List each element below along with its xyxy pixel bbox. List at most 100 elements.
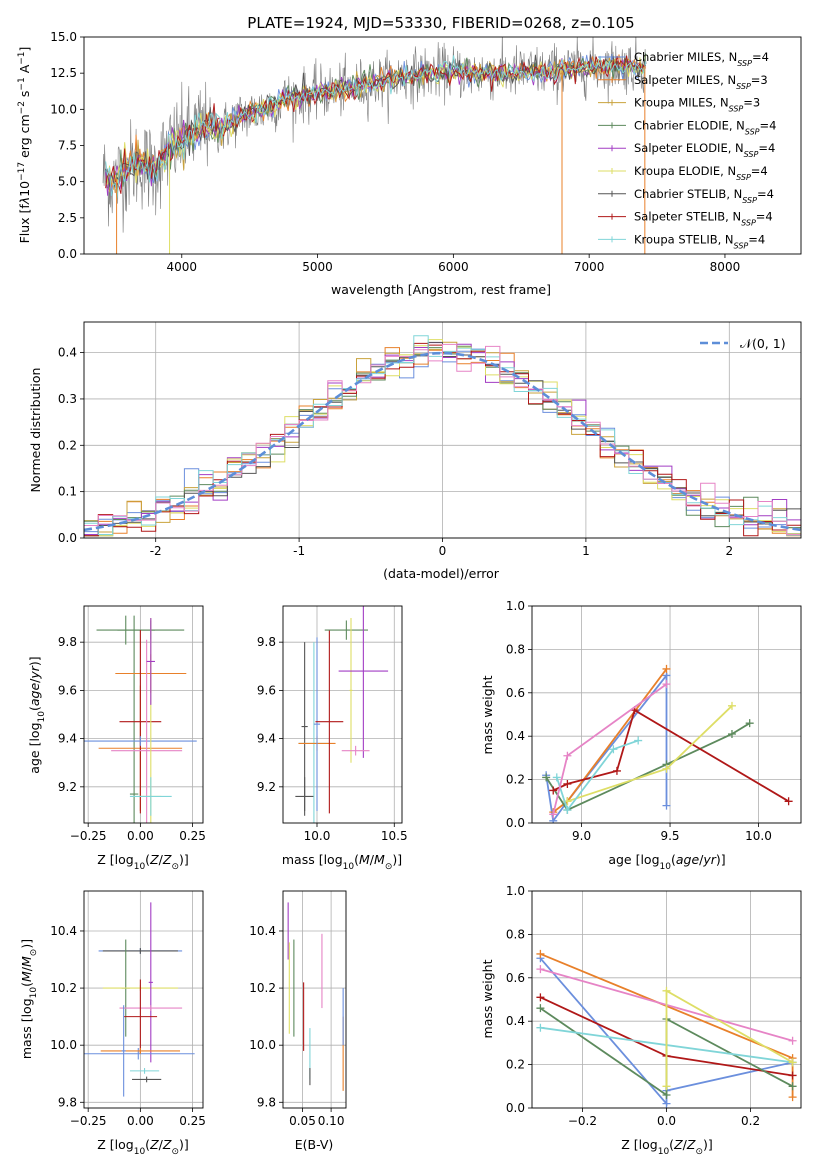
- weights-age-panel: age [log10(age/yr)] mass weight 9.0 9.5 10…: [480, 599, 802, 872]
- spectrum-frame: [83, 36, 802, 255]
- weights_age-series-marker: [563, 751, 572, 760]
- residuals-xtick-label: 0: [439, 544, 447, 558]
- legend-label: Chabrier ELODIE, NSSP=4: [634, 118, 776, 136]
- weights_z-series-marker: [788, 1093, 797, 1102]
- residuals-ytick-label: 0.1: [58, 485, 77, 499]
- weights_age-series-line: [555, 739, 639, 812]
- mass_age-xtick-label: 10.0: [304, 829, 331, 843]
- spectrum-xtick-label: 8000: [710, 260, 741, 274]
- z_mass-errorbar-point: [119, 1005, 183, 1011]
- z-mass-xlabel: Z [log10(Z/Z⊙)]: [97, 1137, 189, 1157]
- weights_age-series-marker: [662, 801, 671, 810]
- weights_z-series-marker: [788, 1058, 797, 1067]
- z-age-panel: Z [log10(Z/Z⊙)] age [log10(age/yr)] −0.2…: [27, 605, 206, 872]
- residuals-xlabel: (data-model)/error: [383, 566, 500, 581]
- legend-label: Chabrier STELIB, NSSP=4: [634, 187, 774, 205]
- spectrum-ytick-label: 12.5: [50, 66, 77, 80]
- weights_z-xtick-label: 0.2: [741, 1114, 760, 1128]
- weights_age-series-marker: [662, 764, 671, 773]
- z_age-frame: [83, 605, 204, 824]
- z_mass-xtick-label: −0.25: [70, 1114, 107, 1128]
- spectrum-xtick-label: 6000: [438, 260, 469, 274]
- mass_age-ytick-label: 9.6: [257, 683, 276, 697]
- spectrum-model-line: [105, 55, 646, 194]
- ebv_mass-frame: [282, 890, 347, 1109]
- weights_z-ytick-label: 0.8: [506, 927, 525, 941]
- z_mass-errorbar-point: [129, 1068, 160, 1074]
- z_mass-errorbar-point: [84, 1048, 195, 1060]
- z_age-xtick-label: 0.00: [127, 829, 154, 843]
- ebv_mass-xtick-label: 0.10: [318, 1114, 345, 1128]
- weights_z-series-marker: [662, 1090, 671, 1099]
- spectrum-ytick-label: 2.5: [58, 211, 77, 225]
- ebv_mass-ytick-label: 10.4: [249, 924, 276, 938]
- z_age-errorbar-point: [146, 618, 155, 705]
- weights_age-ytick-label: 0.4: [506, 729, 525, 743]
- weights_z-series-marker: [536, 949, 545, 958]
- mass_age-errorbar-point: [295, 777, 314, 816]
- weights_age-frame: [531, 605, 802, 824]
- mass_age-ytick-label: 9.4: [257, 732, 276, 746]
- ebv_mass-points: [287, 902, 344, 1091]
- z_mass-errorbar-point: [121, 1005, 126, 1097]
- residuals-frame: [83, 321, 802, 539]
- weights_age-lines: [542, 664, 793, 823]
- z_age-errorbar-point: [119, 630, 162, 814]
- spectrum-xtick-label: 4000: [166, 260, 197, 274]
- z_age-errorbar-point: [111, 639, 183, 823]
- spectrum-xtick-label: 7000: [574, 260, 605, 274]
- spectrum-ytick-label: 10.0: [50, 102, 77, 116]
- z_age-xtick-label: 0.25: [179, 829, 206, 843]
- mass_age-errorbar-point: [324, 620, 368, 640]
- mass_age-errorbar-point: [338, 606, 389, 758]
- weights-age-xlabel: age [log10(age/yr)]: [608, 852, 725, 872]
- weights_z-ytick-label: 0.2: [506, 1058, 525, 1072]
- residuals-xtick-label: 2: [725, 544, 733, 558]
- z_mass-errorbar-point: [148, 902, 153, 1063]
- z_mass-ytick-label: 9.8: [58, 1095, 77, 1109]
- spectrum-xlabel: wavelength [Angstrom, rest frame]: [331, 282, 551, 297]
- weights_z-xtick-label: −0.2: [568, 1114, 597, 1128]
- z_mass-ytick-label: 10.4: [50, 924, 77, 938]
- weights_age-series-marker: [563, 805, 572, 814]
- ebv-mass-panel: E(B-V) 0.05 0.10 9.8 10.0 10.2 10.4: [249, 890, 347, 1152]
- ebv-mass-xlabel: E(B-V): [295, 1137, 334, 1152]
- weights_age-ytick-label: 0.8: [506, 642, 525, 656]
- mass_age-errorbar-point: [315, 630, 344, 814]
- mass_age-ytick-label: 9.8: [257, 635, 276, 649]
- weights-z-xlabel: Z [log10(Z/Z⊙)]: [621, 1137, 713, 1157]
- weights_z-series-marker: [536, 1004, 545, 1013]
- spectrum-legend: Chabrier MILES, NSSP=4 Salpeter MILES, NS…: [598, 50, 776, 250]
- mass_age-errorbar-point: [313, 637, 321, 811]
- weights_age-series-marker: [662, 664, 671, 673]
- legend-label: Kroupa MILES, NSSP=3: [634, 96, 760, 114]
- legend-label: Salpeter MILES, NSSP=3: [634, 73, 768, 91]
- residuals-hists: [84, 335, 801, 537]
- weights_z-series-marker: [788, 1082, 797, 1091]
- weights_age-series-marker: [549, 786, 558, 795]
- residuals-xtick-label: 1: [582, 544, 590, 558]
- z_age-ytick-label: 9.6: [58, 683, 77, 697]
- mass_age-errorbar-point: [349, 618, 353, 763]
- weights-age-ylabel: mass weight: [480, 675, 495, 754]
- weights_age-series-marker: [563, 779, 572, 788]
- z_age-errorbar-point: [84, 736, 197, 746]
- weights_age-series-marker: [609, 745, 618, 754]
- weights-z-panel: Z [log10(Z/Z⊙)] mass weight −0.2 0.0 0.2 0.…: [480, 884, 802, 1157]
- weights_z-ytick-label: 1.0: [506, 884, 525, 898]
- legend-label: Kroupa ELODIE, NSSP=4: [634, 164, 768, 182]
- mass-age-panel: mass [log10(M/M⊙)] 10.0 10.5 9.2 9.4 9.6 9.8: [257, 605, 408, 872]
- weights_age-series-marker: [662, 680, 671, 689]
- ebv_mass-xtick-label: 0.05: [289, 1114, 316, 1128]
- weights_z-ytick-label: 0.6: [506, 971, 525, 985]
- legend-label: Salpeter ELODIE, NSSP=4: [634, 141, 775, 159]
- z_age-ytick-label: 9.2: [58, 780, 77, 794]
- z_mass-errorbar-point: [132, 1076, 162, 1083]
- spectrum-ytick-label: 15.0: [50, 30, 77, 44]
- z-age-xlabel: Z [log10(Z/Z⊙)]: [97, 852, 189, 872]
- residuals-legend-label: 𝒩(0, 1): [740, 336, 786, 351]
- mass_age-points: [295, 606, 389, 823]
- weights_age-series-marker: [552, 773, 561, 782]
- weights_age-ytick-label: 0.6: [506, 686, 525, 700]
